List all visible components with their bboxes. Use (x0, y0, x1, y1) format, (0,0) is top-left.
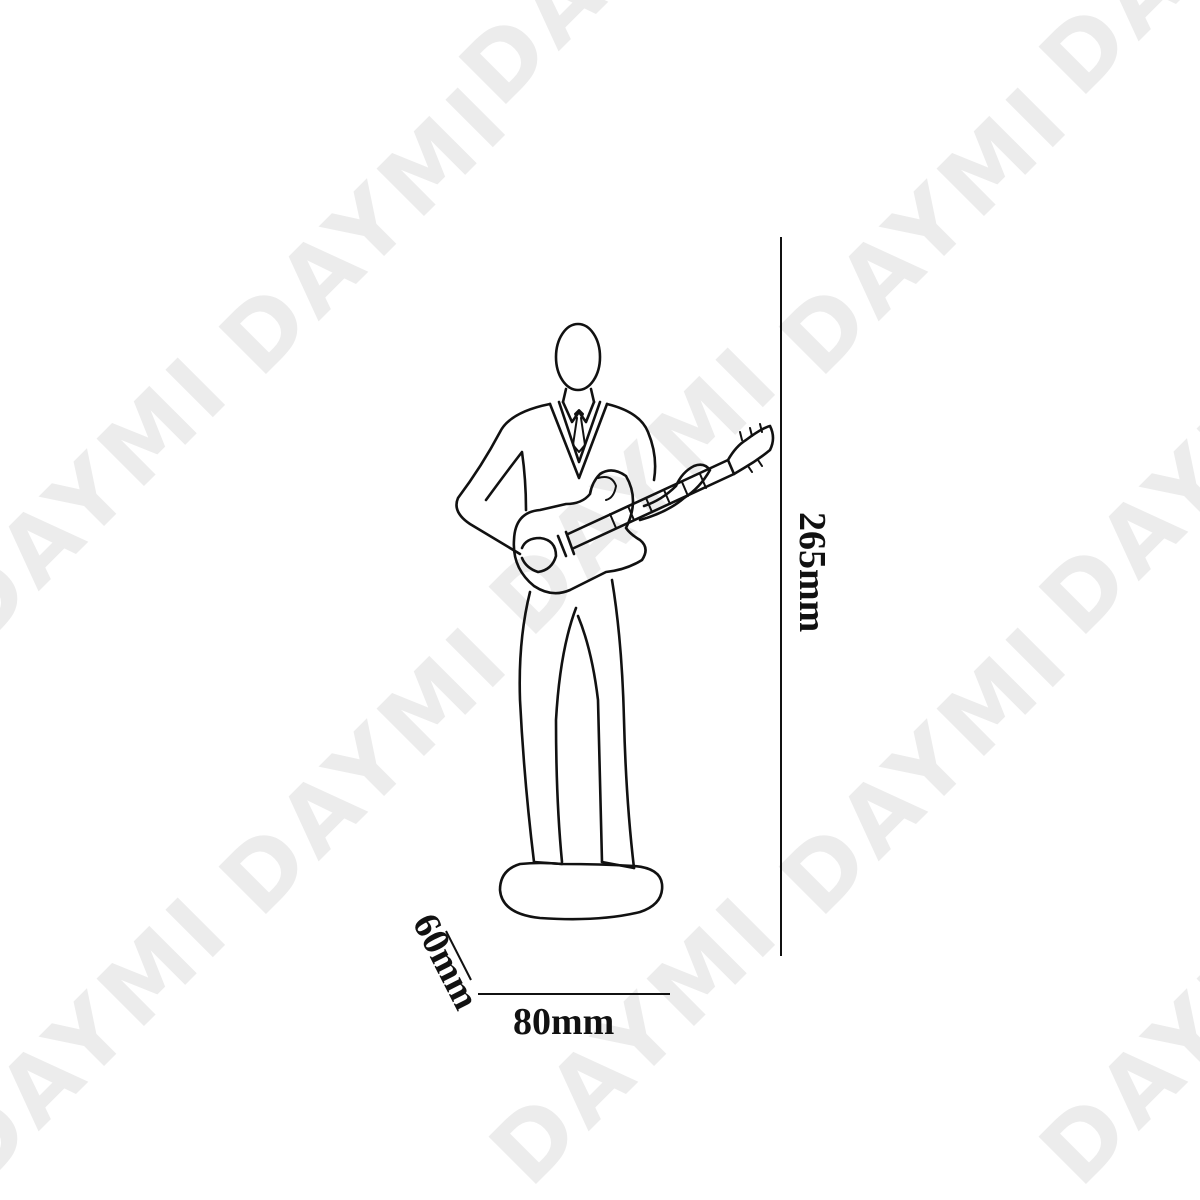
inner-arm-left (484, 450, 528, 512)
guitar-body (512, 469, 647, 595)
leg-inner-right (576, 614, 604, 864)
shirt-collar (561, 400, 596, 424)
dimension-annotations: 265mm 80mm 60mm (404, 237, 833, 1043)
watermark-text: DAYMI (0, 335, 251, 666)
watermark-text: DAYMI (0, 875, 251, 1200)
watermark-text: DAYMI (0, 0, 141, 124)
guitar-neck (566, 458, 736, 550)
watermark-text: DAYMI (1020, 325, 1200, 656)
head (554, 322, 602, 392)
height-dimension-label: 265mm (791, 512, 833, 632)
depth-dimension-label: 60mm (404, 907, 487, 1016)
watermark-text: DAYMI (760, 605, 1091, 936)
watermark-text: DAYMI (760, 65, 1091, 396)
leg-inner-left (554, 606, 578, 864)
torso-right (605, 402, 657, 482)
watermark-text: DAYMI (200, 605, 531, 936)
watermark-text: DAYMI (200, 65, 531, 396)
depth-dimension-line (445, 930, 472, 981)
display-base (498, 861, 664, 921)
watermark-text: DAYMI (1020, 875, 1200, 1200)
sweater-v-neck (548, 402, 609, 480)
strumming-hand (520, 536, 558, 574)
guitar-frets (609, 473, 707, 529)
leg-left (518, 590, 536, 864)
width-dimension-label: 80mm (513, 1001, 614, 1043)
tuning-pegs (739, 423, 763, 473)
leg-right (610, 578, 636, 870)
torso-left (455, 402, 552, 556)
neck (561, 387, 596, 404)
sweater-v-neck-inner (557, 400, 602, 464)
watermark-text: DAYMI (470, 325, 801, 656)
fretting-hand (638, 463, 712, 522)
figurine-illustration (455, 322, 775, 921)
guitar-bridge (556, 530, 576, 558)
guitar-cutaway (597, 476, 617, 501)
